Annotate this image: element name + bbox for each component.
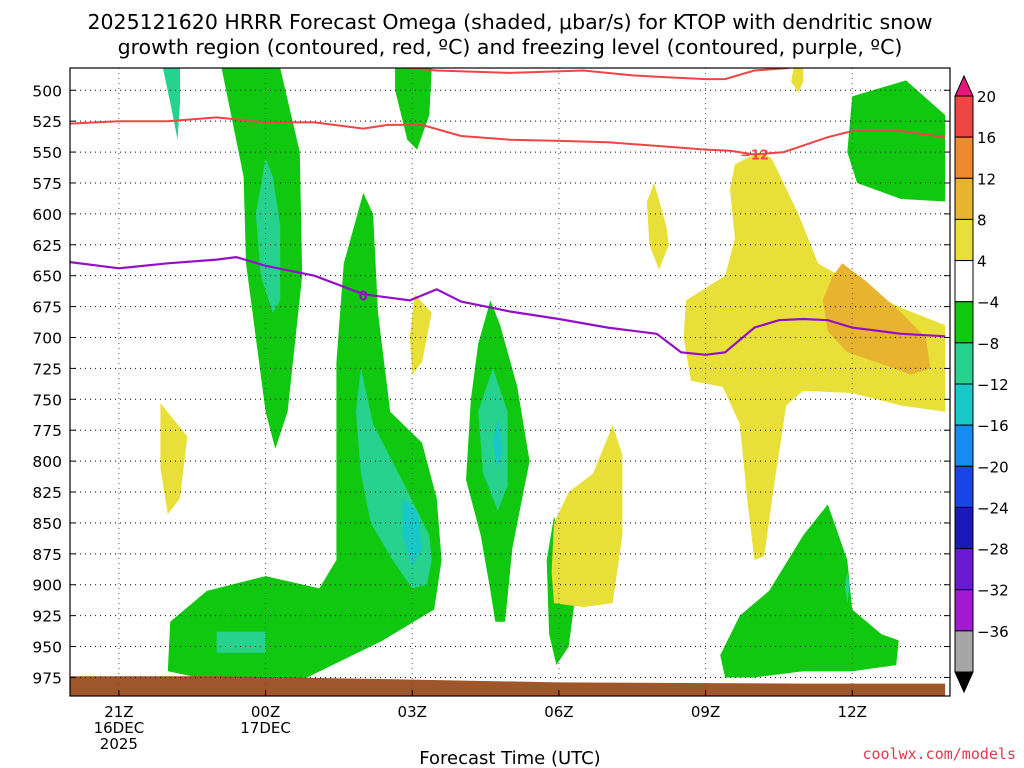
y-tick-label-800: 800 bbox=[32, 453, 62, 471]
omega-region-18 bbox=[551, 425, 623, 607]
colorbar-tick-7: −8 bbox=[977, 335, 999, 353]
x-tick-label-9-0: 06Z bbox=[544, 703, 573, 721]
y-tick-label-550: 550 bbox=[32, 144, 62, 162]
y-tick-label-975: 975 bbox=[32, 669, 62, 687]
colorbar-tick-5: 4 bbox=[977, 253, 987, 271]
colorbar-box-14 bbox=[954, 630, 974, 673]
credit-link[interactable]: coolwx.com/models bbox=[862, 745, 1016, 763]
gridlines bbox=[70, 68, 950, 696]
y-tick-label-725: 725 bbox=[32, 360, 62, 378]
terrain-fill bbox=[70, 676, 946, 696]
omega-region-22 bbox=[791, 68, 804, 93]
isotherm-minus12-label: −12 bbox=[740, 149, 769, 164]
colorbar-tick-3: 12 bbox=[977, 170, 996, 188]
x-tick-label-6-0: 03Z bbox=[398, 703, 427, 721]
y-tick-label-875: 875 bbox=[32, 546, 62, 564]
x-tick-label-0-1: 16DEC bbox=[94, 719, 145, 737]
colorbar-box-6 bbox=[954, 301, 974, 344]
colorbar-box-8 bbox=[954, 383, 974, 426]
colorbar-tick-11: −24 bbox=[977, 499, 1009, 517]
omega-region-3 bbox=[167, 192, 442, 684]
omega-region-8 bbox=[162, 68, 180, 140]
y-tick-label-825: 825 bbox=[32, 484, 62, 502]
freezing-level-line bbox=[70, 255, 946, 356]
colorbar-arrow-bottom bbox=[954, 671, 974, 694]
omega-region-17 bbox=[822, 263, 931, 375]
x-tick-label-15-0: 12Z bbox=[838, 703, 867, 721]
omega-region-14 bbox=[402, 498, 422, 567]
y-tick-label-500: 500 bbox=[32, 82, 62, 100]
chart-title-line-1: 2025121620 HRRR Forecast Omega (shaded, … bbox=[87, 10, 932, 34]
colorbar-arrow-top bbox=[954, 74, 974, 97]
x-tick-label-0-0: 21Z bbox=[104, 703, 133, 721]
x-tick-label-12-0: 09Z bbox=[691, 703, 720, 721]
colorbar-box-2 bbox=[954, 136, 974, 179]
colorbar: 20 16 12 8 4 −4 −8 −12 −16 −20 −24 −28 −32 −36 bbox=[954, 74, 1009, 694]
freezing-level-label: 0 bbox=[359, 289, 368, 304]
colorbar-box-3 bbox=[954, 177, 974, 220]
y-tick-label-950: 950 bbox=[32, 639, 62, 657]
chart-title-line-2: growth region (contoured, red, ºC) and f… bbox=[118, 35, 903, 59]
x-tick-label-3-0: 00Z bbox=[251, 703, 280, 721]
colorbar-tick-12: −28 bbox=[977, 541, 1009, 559]
y-tick-label-925: 925 bbox=[32, 608, 62, 626]
omega-region-2 bbox=[395, 68, 432, 150]
y-tick-label-575: 575 bbox=[32, 175, 62, 193]
x-axis-title: Forecast Time (UTC) bbox=[419, 748, 600, 768]
y-tick-label-625: 625 bbox=[32, 237, 62, 255]
omega-shading-layer bbox=[145, 68, 946, 684]
y-tick-label-675: 675 bbox=[32, 299, 62, 317]
terrain-layer bbox=[70, 676, 946, 696]
y-tick-label-525: 525 bbox=[32, 113, 62, 131]
omega-region-16 bbox=[683, 152, 946, 560]
y-axis-ticks: 500 525 550 575 600 625 650 675 700 725 750 775 800 8… bbox=[32, 82, 950, 687]
y-tick-label-600: 600 bbox=[32, 206, 62, 224]
x-tick-label-3-1: 17DEC bbox=[240, 719, 291, 737]
colorbar-box-10 bbox=[954, 465, 974, 508]
isotherm-contours: −12 0 bbox=[70, 68, 946, 356]
omega-region-20 bbox=[409, 294, 432, 375]
colorbar-box-7 bbox=[954, 342, 974, 385]
omega-region-7 bbox=[847, 80, 946, 202]
isotherm-minus12-line-2 bbox=[70, 116, 946, 156]
colorbar-box-13 bbox=[954, 589, 974, 632]
omega-region-5 bbox=[720, 504, 899, 678]
omega-region-11 bbox=[478, 368, 508, 511]
omega-region-9 bbox=[255, 158, 281, 313]
colorbar-box-1 bbox=[954, 95, 974, 138]
y-tick-label-775: 775 bbox=[32, 422, 62, 440]
colorbar-box-4 bbox=[954, 218, 974, 262]
isotherm-minus12-line-1 bbox=[407, 68, 789, 81]
colorbar-box-9 bbox=[954, 424, 974, 467]
y-tick-label-850: 850 bbox=[32, 515, 62, 533]
colorbar-tick-8: −12 bbox=[977, 376, 1009, 394]
plot-frame bbox=[69, 67, 951, 697]
colorbar-tick-14: −36 bbox=[977, 623, 1009, 641]
y-tick-label-650: 650 bbox=[32, 268, 62, 286]
colorbar-box-12 bbox=[954, 548, 974, 591]
colorbar-tick-10: −20 bbox=[977, 458, 1009, 476]
colorbar-tick-4: 8 bbox=[977, 211, 987, 229]
x-tick-label-0-2: 2025 bbox=[100, 735, 138, 753]
colorbar-tick-9: −16 bbox=[977, 417, 1009, 435]
colorbar-box-5 bbox=[954, 260, 974, 303]
y-tick-label-900: 900 bbox=[32, 577, 62, 595]
colorbar-tick-2: 16 bbox=[977, 129, 996, 147]
colorbar-tick-6: −4 bbox=[977, 294, 999, 312]
colorbar-tick-1: 20 bbox=[977, 88, 996, 106]
colorbar-box-11 bbox=[954, 506, 974, 550]
omega-region-21 bbox=[160, 403, 188, 515]
omega-region-13 bbox=[844, 572, 850, 604]
colorbar-tick-13: −32 bbox=[977, 582, 1009, 600]
omega-region-19 bbox=[646, 183, 669, 270]
omega-region-1 bbox=[145, 68, 303, 449]
y-tick-label-700: 700 bbox=[32, 329, 62, 347]
omega-region-12 bbox=[216, 631, 266, 653]
y-tick-label-750: 750 bbox=[32, 391, 62, 409]
